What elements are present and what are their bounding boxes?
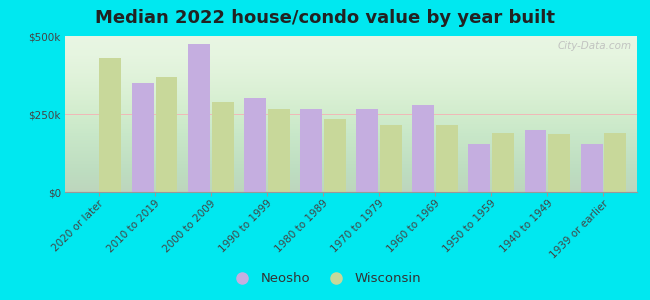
Bar [580,144,603,192]
Bar [132,83,154,192]
Bar [268,109,290,192]
Text: 1990 to 1999: 1990 to 1999 [218,198,274,254]
Bar [525,130,547,192]
Text: 1980 to 1989: 1980 to 1989 [274,198,330,254]
Bar [412,105,434,192]
Bar [155,76,177,192]
Bar [244,98,266,192]
Text: 1960 to 1969: 1960 to 1969 [385,198,442,254]
Text: Median 2022 house/condo value by year built: Median 2022 house/condo value by year bu… [95,9,555,27]
Text: City-Data.com: City-Data.com [557,41,631,51]
Bar [548,134,570,192]
Bar [324,119,346,192]
Bar [188,44,210,192]
Bar [300,109,322,192]
Bar [356,109,378,192]
Bar [492,133,514,192]
Bar [99,58,122,192]
Legend: Neosho, Wisconsin: Neosho, Wisconsin [224,267,426,290]
Bar [212,101,233,192]
Text: 2020 or later: 2020 or later [51,198,106,253]
Text: 1940 to 1949: 1940 to 1949 [498,198,554,254]
Bar [436,125,458,192]
Text: 1970 to 1979: 1970 to 1979 [330,198,386,254]
Bar [469,144,490,192]
Text: 1950 to 1959: 1950 to 1959 [442,198,499,254]
Bar [380,125,402,192]
Text: 2000 to 2009: 2000 to 2009 [162,198,218,254]
Bar [604,133,626,192]
Text: 2010 to 2019: 2010 to 2019 [105,198,162,254]
Text: 1939 or earlier: 1939 or earlier [549,198,610,260]
